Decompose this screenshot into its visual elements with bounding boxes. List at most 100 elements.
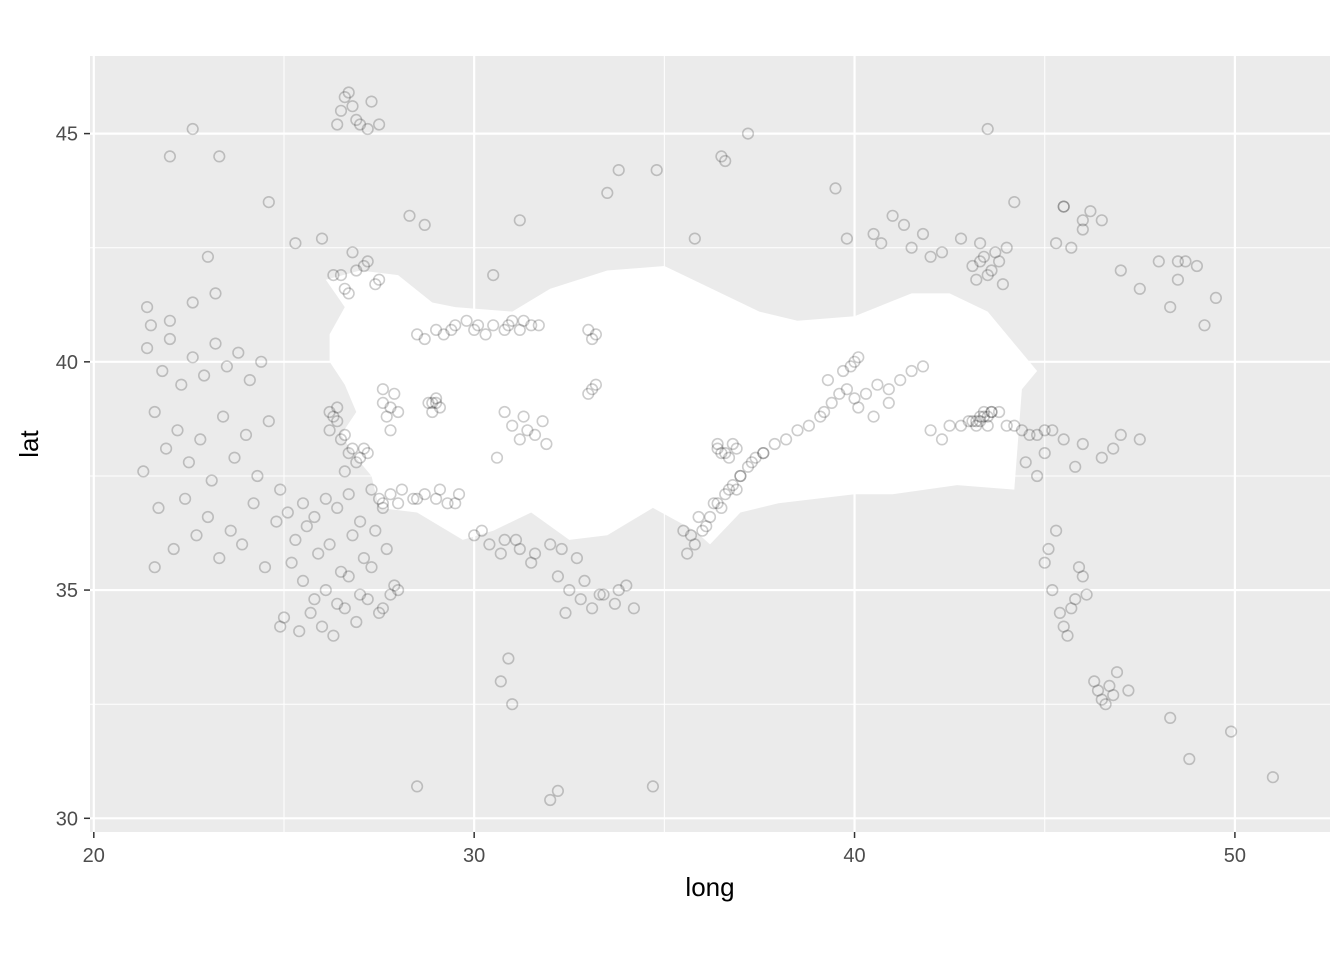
data-point: [175, 378, 188, 391]
data-point: [513, 214, 526, 227]
data-point: [285, 556, 298, 569]
data-point: [528, 547, 542, 560]
data-point: [1057, 200, 1070, 213]
data-point: [734, 469, 747, 483]
data-point: [433, 483, 447, 496]
data-point: [1084, 205, 1097, 218]
data-point: [350, 456, 363, 469]
data-point: [977, 250, 991, 263]
data-point: [209, 287, 222, 300]
data-point: [722, 451, 736, 464]
data-point: [677, 524, 690, 537]
data-point: [1000, 241, 1013, 254]
data-point: [578, 574, 591, 588]
data-point: [734, 469, 747, 483]
y-axis-title: lat: [14, 429, 44, 457]
data-point: [258, 561, 272, 574]
data-point: [354, 588, 367, 601]
data-point: [650, 164, 663, 177]
data-point: [977, 410, 991, 423]
data-point: [1061, 629, 1074, 642]
data-point: [551, 784, 565, 798]
data-point: [840, 383, 854, 396]
data-point: [171, 424, 184, 437]
data-point: [376, 497, 390, 510]
data-point: [989, 246, 1002, 259]
data-point: [973, 415, 987, 428]
data-point: [277, 611, 291, 624]
data-point: [144, 319, 157, 332]
x-tick-label: 50: [1224, 845, 1246, 867]
data-point: [323, 405, 336, 419]
data-point: [198, 369, 211, 382]
data-point: [791, 424, 804, 437]
data-point: [418, 218, 431, 231]
data-point: [1065, 602, 1078, 615]
data-point: [1114, 428, 1127, 442]
data-point: [342, 447, 355, 460]
data-point: [536, 415, 549, 428]
data-point: [373, 273, 386, 286]
data-point: [970, 273, 983, 286]
data-point: [228, 451, 241, 464]
data-point: [430, 396, 443, 410]
data-point: [247, 497, 260, 510]
data-point: [703, 510, 717, 524]
data-point: [137, 465, 150, 478]
data-point: [289, 533, 302, 547]
data-point: [236, 538, 249, 551]
data-point: [589, 378, 603, 391]
data-point: [757, 447, 770, 460]
data-point: [848, 355, 861, 368]
data-point: [1038, 556, 1051, 569]
data-point: [1198, 319, 1211, 332]
data-point: [449, 497, 462, 510]
data-point: [1057, 620, 1070, 633]
data-point: [323, 538, 336, 551]
data-point: [1019, 456, 1032, 469]
data-point: [844, 360, 857, 373]
data-point: [331, 118, 344, 131]
data-point: [916, 360, 930, 373]
data-point: [346, 442, 359, 455]
data-point: [331, 401, 344, 414]
data-point: [224, 524, 237, 537]
data-point: [779, 433, 793, 446]
data-point: [163, 150, 176, 163]
data-point: [1110, 666, 1124, 679]
data-point: [814, 410, 827, 423]
data-point: [395, 483, 409, 496]
data-point: [350, 615, 363, 629]
data-point: [563, 583, 576, 597]
data-point: [338, 465, 351, 478]
data-point: [1114, 264, 1127, 277]
data-point: [369, 278, 382, 291]
data-point: [1164, 711, 1177, 725]
data-point: [293, 625, 306, 638]
data-point: [973, 237, 987, 250]
data-point: [924, 424, 937, 437]
data-point: [152, 501, 165, 515]
data-point: [471, 319, 485, 332]
data-point: [289, 237, 302, 250]
data-point: [437, 328, 450, 341]
data-point: [388, 579, 401, 592]
data-point: [308, 510, 321, 524]
data-point: [163, 332, 176, 346]
data-point: [270, 515, 283, 528]
data-point: [1042, 542, 1055, 556]
data-point: [506, 314, 519, 327]
data-point: [513, 542, 526, 556]
data-point: [327, 269, 340, 282]
data-point: [719, 488, 732, 501]
data-point: [1053, 606, 1066, 620]
data-point: [859, 387, 873, 400]
data-point: [182, 456, 195, 469]
data-point: [593, 588, 606, 601]
data-point: [894, 374, 907, 387]
data-point: [392, 497, 405, 510]
data-point: [1133, 282, 1146, 295]
data-point: [186, 296, 199, 309]
data-point: [1088, 675, 1101, 688]
data-point: [954, 232, 968, 245]
